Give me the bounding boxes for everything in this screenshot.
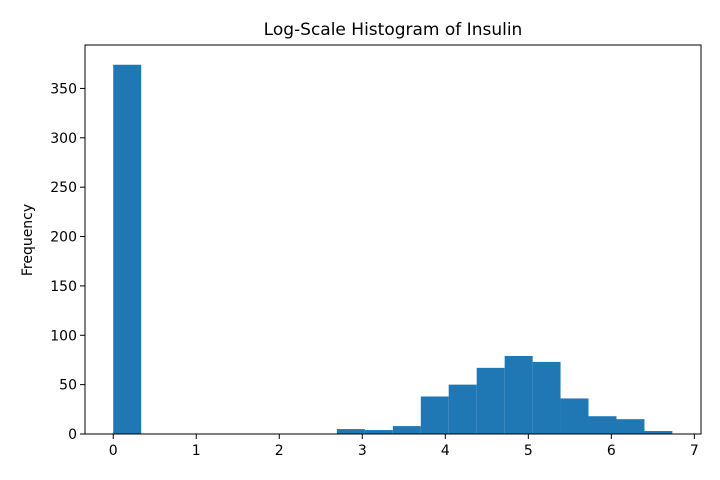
histogram-bar-10 <box>588 416 617 434</box>
histogram-bar-11 <box>616 419 645 434</box>
x-tick-label: 7 <box>690 443 699 459</box>
y-tick-label: 0 <box>68 427 77 443</box>
chart-title: Log-Scale Histogram of Insulin <box>264 20 523 40</box>
histogram-bar-12 <box>644 431 673 434</box>
histogram-bar-0 <box>113 64 142 435</box>
histogram-bar-7 <box>504 356 533 434</box>
x-tick-label: 2 <box>275 443 284 459</box>
histogram-bar-2 <box>364 430 393 434</box>
bars-group <box>113 64 673 435</box>
x-tick-label: 1 <box>192 443 201 459</box>
histogram-bar-6 <box>476 367 505 434</box>
histogram-bar-1 <box>336 429 365 434</box>
y-axis-label: Frequency <box>20 204 36 276</box>
x-ticks-group: 0 1 2 3 4 5 6 7 <box>109 434 699 459</box>
y-tick-label: 200 <box>50 230 77 246</box>
histogram-bar-3 <box>392 426 421 434</box>
y-tick-label: 100 <box>50 328 77 344</box>
plot-frame <box>84 44 702 435</box>
x-tick-label: 6 <box>607 443 616 459</box>
y-tick-label: 50 <box>59 378 77 394</box>
histogram-bar-8 <box>532 361 561 434</box>
histogram-bar-9 <box>560 398 589 434</box>
y-tick-label: 350 <box>50 81 77 97</box>
y-tick-label: 150 <box>50 279 77 295</box>
y-ticks-group: 0 50 100 150 200 250 300 350 <box>50 81 85 443</box>
y-tick-label: 300 <box>50 131 77 147</box>
histogram-bar-5 <box>448 384 477 434</box>
histogram-bar-4 <box>420 396 449 434</box>
x-tick-label: 5 <box>524 443 533 459</box>
x-tick-label: 3 <box>358 443 367 459</box>
x-tick-label: 0 <box>109 443 118 459</box>
x-tick-label: 4 <box>441 443 450 459</box>
y-tick-label: 250 <box>50 180 77 196</box>
